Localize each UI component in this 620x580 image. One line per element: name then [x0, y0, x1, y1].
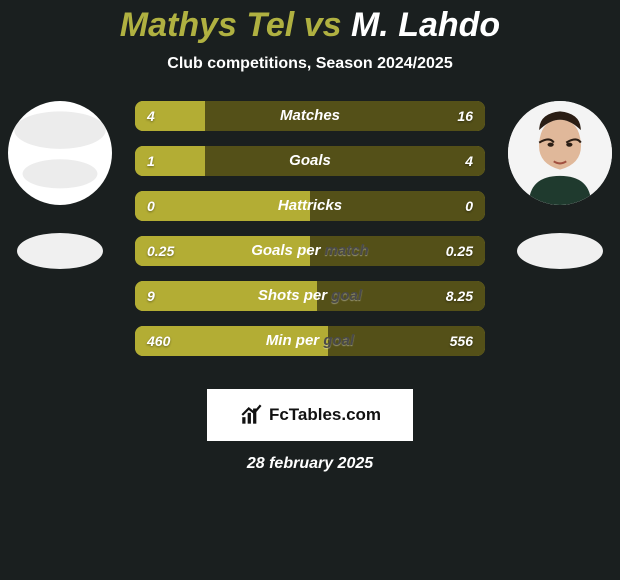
- bar-right-fill: [205, 101, 485, 131]
- stat-right-value: 0: [453, 191, 485, 221]
- player1-name: Mathys Tel: [120, 6, 294, 44]
- comparison-panel: 416Matches14Goals00Hattricks0.250.25Goal…: [0, 101, 620, 381]
- page-title: Mathys Tel vs M. Lahdo: [0, 0, 620, 45]
- stat-row: 00Hattricks: [135, 191, 485, 221]
- date-label: 28 february 2025: [0, 455, 620, 473]
- stat-left-value: 460: [135, 326, 182, 356]
- player2-name: M. Lahdo: [351, 6, 500, 44]
- brand-text: FcTables.com: [269, 405, 381, 425]
- player2-flag: [517, 233, 603, 269]
- avatar-placeholder-icon: [8, 101, 112, 205]
- vs-text: vs: [304, 6, 342, 44]
- brand-badge: FcTables.com: [207, 389, 413, 441]
- stat-right-value: 4: [453, 146, 485, 176]
- stat-right-value: 556: [438, 326, 485, 356]
- avatar-photo-icon: [508, 101, 612, 205]
- stat-right-value: 8.25: [434, 281, 485, 311]
- stat-row: 0.250.25Goals per match: [135, 236, 485, 266]
- stat-row: 98.25Shots per goal: [135, 281, 485, 311]
- stat-row: 460556Min per goal: [135, 326, 485, 356]
- player1-avatar: [8, 101, 112, 205]
- stat-left-value: 0: [135, 191, 167, 221]
- stat-bars: 416Matches14Goals00Hattricks0.250.25Goal…: [135, 101, 485, 371]
- bar-right-fill: [205, 146, 485, 176]
- stat-row: 416Matches: [135, 101, 485, 131]
- stat-row: 14Goals: [135, 146, 485, 176]
- player1-flag: [17, 233, 103, 269]
- player1-side: [0, 101, 120, 269]
- stat-right-value: 16: [445, 101, 485, 131]
- chart-icon: [239, 402, 265, 428]
- stat-left-value: 4: [135, 101, 167, 131]
- player2-side: [500, 101, 620, 269]
- stat-left-value: 1: [135, 146, 167, 176]
- stat-left-value: 0.25: [135, 236, 186, 266]
- subtitle: Club competitions, Season 2024/2025: [0, 55, 620, 73]
- stat-right-value: 0.25: [434, 236, 485, 266]
- player2-avatar: [508, 101, 612, 205]
- stat-left-value: 9: [135, 281, 167, 311]
